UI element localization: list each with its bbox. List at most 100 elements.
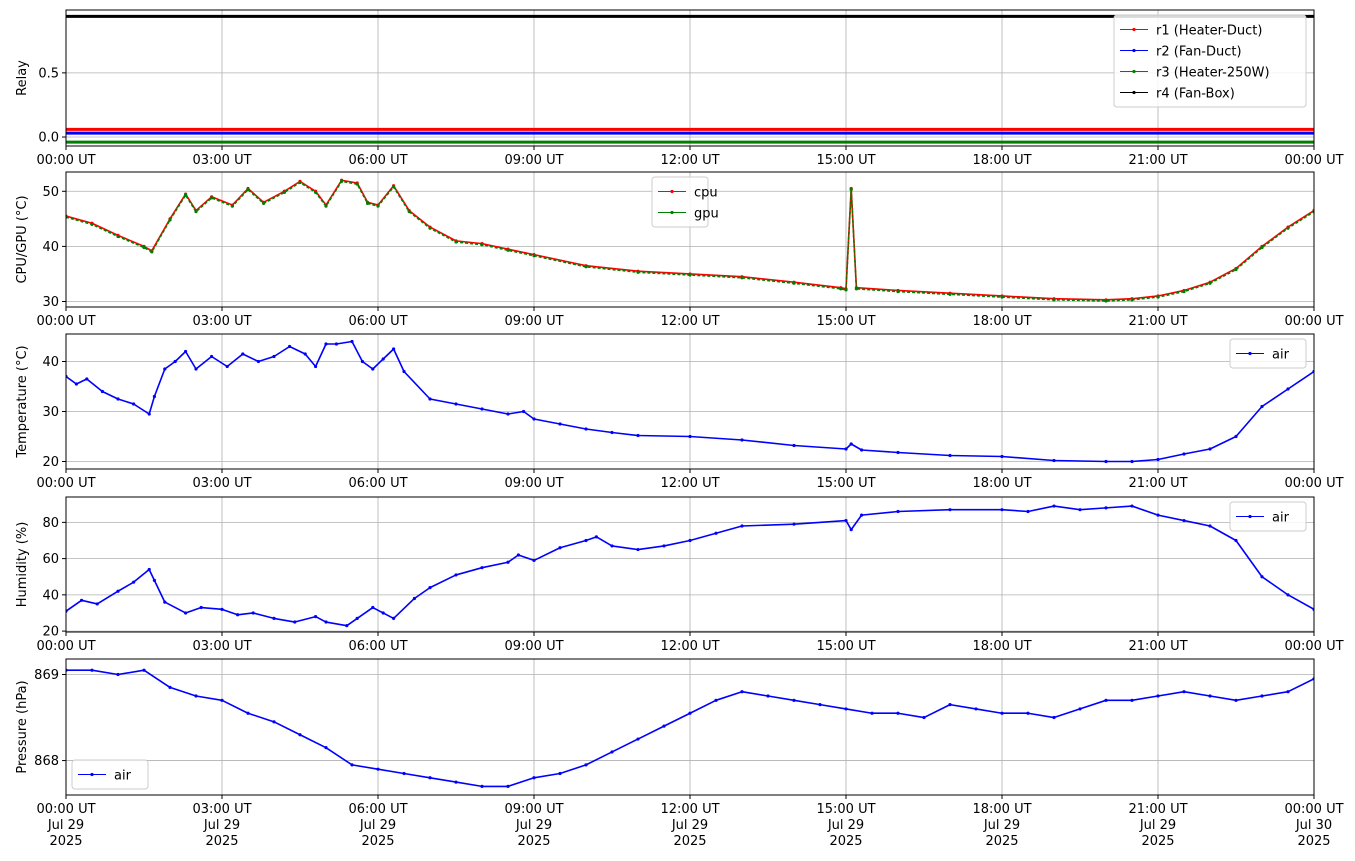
data-point: [1052, 504, 1056, 508]
y-tick-label: 40: [42, 588, 59, 603]
data-point: [532, 776, 536, 780]
data-point: [371, 367, 375, 371]
data-point: [298, 733, 302, 737]
x-date-label: Jul 30: [1295, 818, 1332, 833]
data-point: [1182, 289, 1186, 294]
data-point: [1234, 698, 1238, 702]
data-point: [454, 780, 458, 784]
x-tick-label: 21:00 UT: [1128, 802, 1187, 817]
legend-label: r3 (Heater-250W): [1156, 66, 1270, 81]
x-tick-label: 18:00 UT: [972, 802, 1031, 817]
y-tick-label: 80: [42, 516, 59, 531]
data-point: [407, 210, 411, 214]
series-group: [66, 504, 1314, 628]
x-tick-label: 21:00 UT: [1128, 639, 1187, 654]
x-date-label: 2025: [985, 834, 1018, 849]
data-point: [1182, 518, 1186, 523]
x-date-label: Jul 29: [359, 818, 396, 833]
data-point: [1156, 694, 1160, 698]
data-point: [1052, 715, 1056, 720]
data-point: [220, 607, 224, 611]
y-tick-label: 40: [42, 355, 59, 370]
x-date-label: 2025: [1141, 834, 1174, 849]
data-point: [314, 614, 318, 619]
data-point: [428, 397, 432, 401]
data-point: [210, 354, 214, 359]
legend-marker: [1132, 69, 1136, 74]
data-point: [860, 513, 864, 517]
data-point: [1182, 690, 1186, 694]
x-tick-label: 12:00 UT: [660, 639, 719, 654]
legend-box: [1229, 501, 1307, 532]
data-point: [1026, 711, 1030, 715]
data-point: [376, 767, 380, 771]
data-point: [152, 394, 156, 399]
data-point: [636, 547, 640, 552]
legend: air: [1229, 501, 1307, 532]
x-tick-label: 03:00 UT: [192, 314, 251, 329]
data-point: [522, 409, 526, 414]
data-point: [844, 447, 848, 451]
data-point: [360, 359, 364, 364]
x-tick-label: 18:00 UT: [972, 314, 1031, 329]
x-date-label: Jul 29: [671, 818, 708, 833]
x-tick-label: 15:00 UT: [816, 153, 875, 168]
data-point: [246, 711, 250, 715]
data-point: [230, 204, 234, 208]
x-date-label: Jul 29: [1139, 818, 1176, 833]
data-point: [210, 196, 214, 200]
x-tick-label: 03:00 UT: [192, 639, 251, 654]
x-tick-label: 00:00 UT: [1284, 314, 1343, 329]
data-point: [225, 364, 229, 369]
data-point: [974, 707, 978, 711]
data-point: [251, 611, 255, 615]
data-point: [246, 188, 250, 192]
data-point: [1208, 281, 1212, 285]
data-point: [558, 546, 562, 550]
data-point: [714, 531, 718, 535]
y-tick-label: 20: [42, 625, 59, 640]
data-point: [116, 672, 120, 677]
data-point: [922, 715, 926, 720]
data-point: [371, 605, 375, 610]
data-point: [1260, 245, 1264, 250]
data-point: [376, 204, 380, 208]
x-date-label: 2025: [361, 834, 394, 849]
data-point: [948, 453, 952, 458]
data-point: [350, 339, 354, 344]
data-point: [324, 746, 328, 750]
data-point: [147, 567, 151, 572]
data-point: [1182, 452, 1186, 456]
data-point: [480, 407, 484, 411]
data-point: [392, 347, 396, 351]
x-tick-label: 03:00 UT: [192, 802, 251, 817]
series-group: [66, 14, 1314, 144]
data-point: [532, 254, 536, 258]
data-point: [392, 185, 396, 189]
data-point: [402, 771, 406, 776]
x-tick-label: 06:00 UT: [348, 639, 407, 654]
data-point: [792, 698, 796, 702]
data-point: [1234, 267, 1238, 272]
data-point: [1000, 508, 1004, 512]
legend: cpu gpu: [651, 176, 719, 228]
x-tick-label: 09:00 UT: [504, 476, 563, 491]
data-point: [896, 711, 900, 715]
data-point: [1104, 459, 1108, 464]
data-point: [558, 771, 562, 776]
x-tick-label: 21:00 UT: [1128, 314, 1187, 329]
data-point: [1026, 509, 1030, 514]
data-point: [116, 589, 120, 593]
data-point: [506, 560, 510, 564]
legend: r1 (Heater-Duct) r2 (Fan-Duct) r3 (Heater-…: [1113, 14, 1307, 108]
data-point: [428, 226, 432, 230]
data-point: [849, 528, 853, 532]
panel-1: 0.0 0.5 00:00 UT 03:00 UT 06:00 UT 09:00 UT 12…: [15, 9, 1344, 168]
data-point: [740, 438, 744, 442]
data-point: [610, 430, 614, 435]
data-point: [1286, 593, 1290, 597]
y-tick-label: 0.5: [38, 66, 59, 81]
data-point: [896, 450, 900, 455]
legend-marker: [1132, 48, 1136, 53]
x-date-label: 2025: [1297, 834, 1330, 849]
